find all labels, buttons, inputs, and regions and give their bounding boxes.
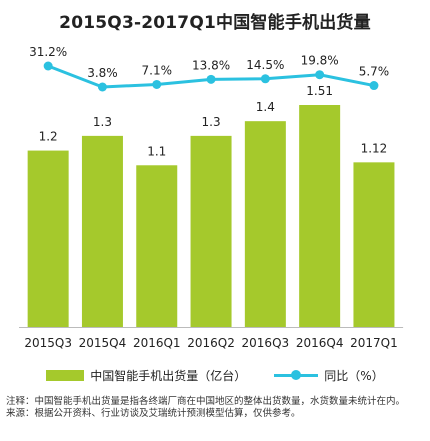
x-tick-2015Q3: 2015Q3: [24, 336, 72, 350]
x-tick-2017Q1: 2017Q1: [350, 336, 398, 350]
bar-2015Q3: [27, 150, 69, 327]
bar-label-2016Q4: 1.51: [306, 84, 333, 98]
line-layer: 31.2% 3.8% 7.1% 13.8% 14.5% 19.8% 5.7%: [29, 45, 389, 92]
bar-2016Q2: [190, 135, 232, 327]
yoy-point-2016Q2: [206, 74, 216, 84]
x-axis: 2015Q3 2015Q4 2016Q1 2016Q2 2016Q3 2016Q4 2017…: [19, 327, 404, 350]
bar-label-2016Q1: 1.1: [147, 144, 166, 158]
yoy-point-2017Q1: [369, 81, 379, 91]
yoy-label-2017Q1: 5.7%: [359, 65, 390, 79]
x-tick-2016Q2: 2016Q2: [187, 336, 235, 350]
bar-2016Q4: [299, 105, 341, 327]
x-tick-2016Q1: 2016Q1: [133, 336, 181, 350]
yoy-label-2015Q3: 31.2%: [29, 45, 67, 59]
chart-title: 2015Q3-2017Q1中国智能手机出货量: [59, 13, 371, 33]
bars-layer: 1.2 1.3 1.1 1.3 1.4 1.51 1.12: [27, 84, 395, 328]
bar-2016Q1: [136, 165, 178, 327]
bar-label-2017Q1: 1.12: [361, 141, 388, 155]
bar-2017Q1: [353, 162, 395, 327]
x-tick-2016Q3: 2016Q3: [242, 336, 290, 350]
bar-label-2015Q4: 1.3: [93, 115, 112, 129]
x-tick-2016Q4: 2016Q4: [296, 336, 344, 350]
yoy-point-2016Q3: [260, 74, 270, 84]
legend-label-shipments: 中国智能手机出货量（亿台）: [90, 368, 247, 383]
yoy-point-2016Q4: [315, 70, 325, 80]
yoy-label-2016Q1: 7.1%: [142, 63, 173, 77]
yoy-label-2016Q3: 14.5%: [246, 58, 284, 72]
yoy-label-2015Q4: 3.8%: [87, 66, 118, 80]
bar-label-2016Q2: 1.3: [202, 115, 221, 129]
yoy-point-2015Q3: [43, 61, 53, 71]
footnote-annotation: 注释：中国智能手机出货量是指各终端厂商在中国地区的整体出货数量，水货数量未统计在…: [6, 396, 406, 407]
legend-label-yoy: 同比（%）: [324, 368, 384, 383]
yoy-point-2016Q1: [152, 79, 162, 89]
yoy-label-2016Q4: 19.8%: [301, 54, 339, 68]
footnote-source: 来源：根据公开资料、行业访谈及艾瑞统计预测模型估算，仅供参考。: [6, 408, 301, 419]
yoy-label-2016Q2: 13.8%: [192, 58, 230, 72]
x-tick-2015Q4: 2015Q4: [79, 336, 127, 350]
legend-bar-swatch: [46, 369, 85, 381]
chart-legend: 中国智能手机出货量（亿台） 同比（%）: [0, 366, 430, 384]
legend-line-swatch: [274, 369, 319, 381]
legend-item-shipments: 中国智能手机出货量（亿台）: [46, 367, 246, 384]
footnotes: 注释：中国智能手机出货量是指各终端厂商在中国地区的整体出货数量，水货数量未统计在…: [6, 396, 424, 420]
bar-2015Q4: [81, 135, 123, 327]
yoy-point-2015Q4: [97, 82, 107, 92]
bar-label-2015Q3: 1.2: [39, 130, 58, 144]
bar-label-2016Q3: 1.4: [256, 100, 275, 114]
legend-item-yoy: 同比（%）: [274, 367, 384, 384]
bar-2016Q3: [244, 121, 286, 328]
